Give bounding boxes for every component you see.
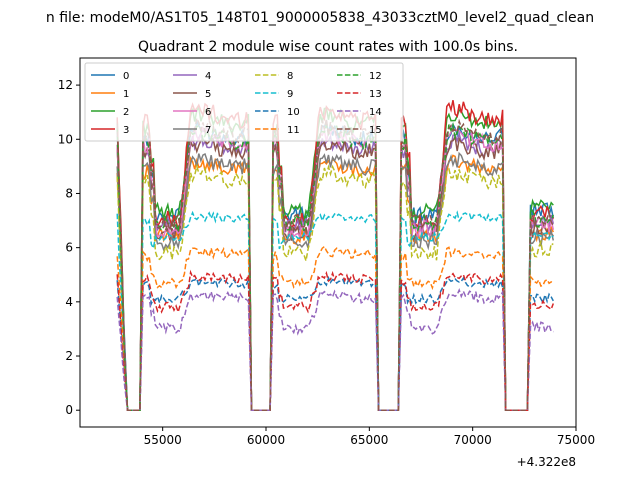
series-line-14 xyxy=(116,288,554,411)
series-line-7 xyxy=(116,151,555,411)
legend-label-11: 11 xyxy=(287,125,300,136)
legend-box xyxy=(84,62,404,142)
x-offset-label: +4.322e8 xyxy=(517,455,576,469)
y-tick-label: 4 xyxy=(65,295,73,309)
series-line-5 xyxy=(116,134,554,411)
series-line-12 xyxy=(116,122,555,411)
y-tick-label: 8 xyxy=(65,186,73,200)
x-tick-label: 70000 xyxy=(454,433,492,447)
x-tick-label: 55000 xyxy=(144,433,182,447)
series-line-9 xyxy=(116,210,554,411)
legend-label-3: 3 xyxy=(123,125,129,136)
y-tick-label: 2 xyxy=(65,349,73,363)
series-line-11 xyxy=(116,245,554,411)
x-tick-label: 75000 xyxy=(557,433,595,447)
series-line-13 xyxy=(116,269,555,411)
y-tick-label: 10 xyxy=(58,132,73,146)
legend-label-12: 12 xyxy=(369,71,382,82)
legend-label-15: 15 xyxy=(369,125,382,136)
y-tick-label: 12 xyxy=(58,78,73,92)
y-axis: 0 2 4 6 8 10 12 xyxy=(58,78,80,417)
chart-suptitle: n file: modeM0/AS1T05_148T01_9000005838_… xyxy=(46,10,594,26)
legend-label-2: 2 xyxy=(123,107,129,118)
legend-label-7: 7 xyxy=(205,125,211,136)
legend-label-1: 1 xyxy=(123,89,129,100)
series-line-0 xyxy=(116,119,555,411)
legend-label-9: 9 xyxy=(287,89,293,100)
legend-label-0: 0 xyxy=(123,71,129,82)
chart-title: Quadrant 2 module wise count rates with … xyxy=(138,39,518,55)
series-layer xyxy=(116,100,555,411)
legend-label-13: 13 xyxy=(369,89,382,100)
legend-label-5: 5 xyxy=(205,89,211,100)
legend-label-10: 10 xyxy=(287,107,300,118)
plot-frame xyxy=(79,57,577,428)
y-tick-label: 6 xyxy=(65,241,73,255)
x-axis: 55000 60000 65000 70000 75000 xyxy=(144,427,595,447)
legend-label-8: 8 xyxy=(287,71,293,82)
x-tick-label: 65000 xyxy=(350,433,388,447)
x-tick-label: 60000 xyxy=(247,433,285,447)
series-line-10 xyxy=(116,275,554,411)
legend-label-4: 4 xyxy=(205,71,211,82)
y-tick-label: 0 xyxy=(65,403,73,417)
legend-label-14: 14 xyxy=(369,107,382,118)
legend-label-6: 6 xyxy=(205,107,211,118)
